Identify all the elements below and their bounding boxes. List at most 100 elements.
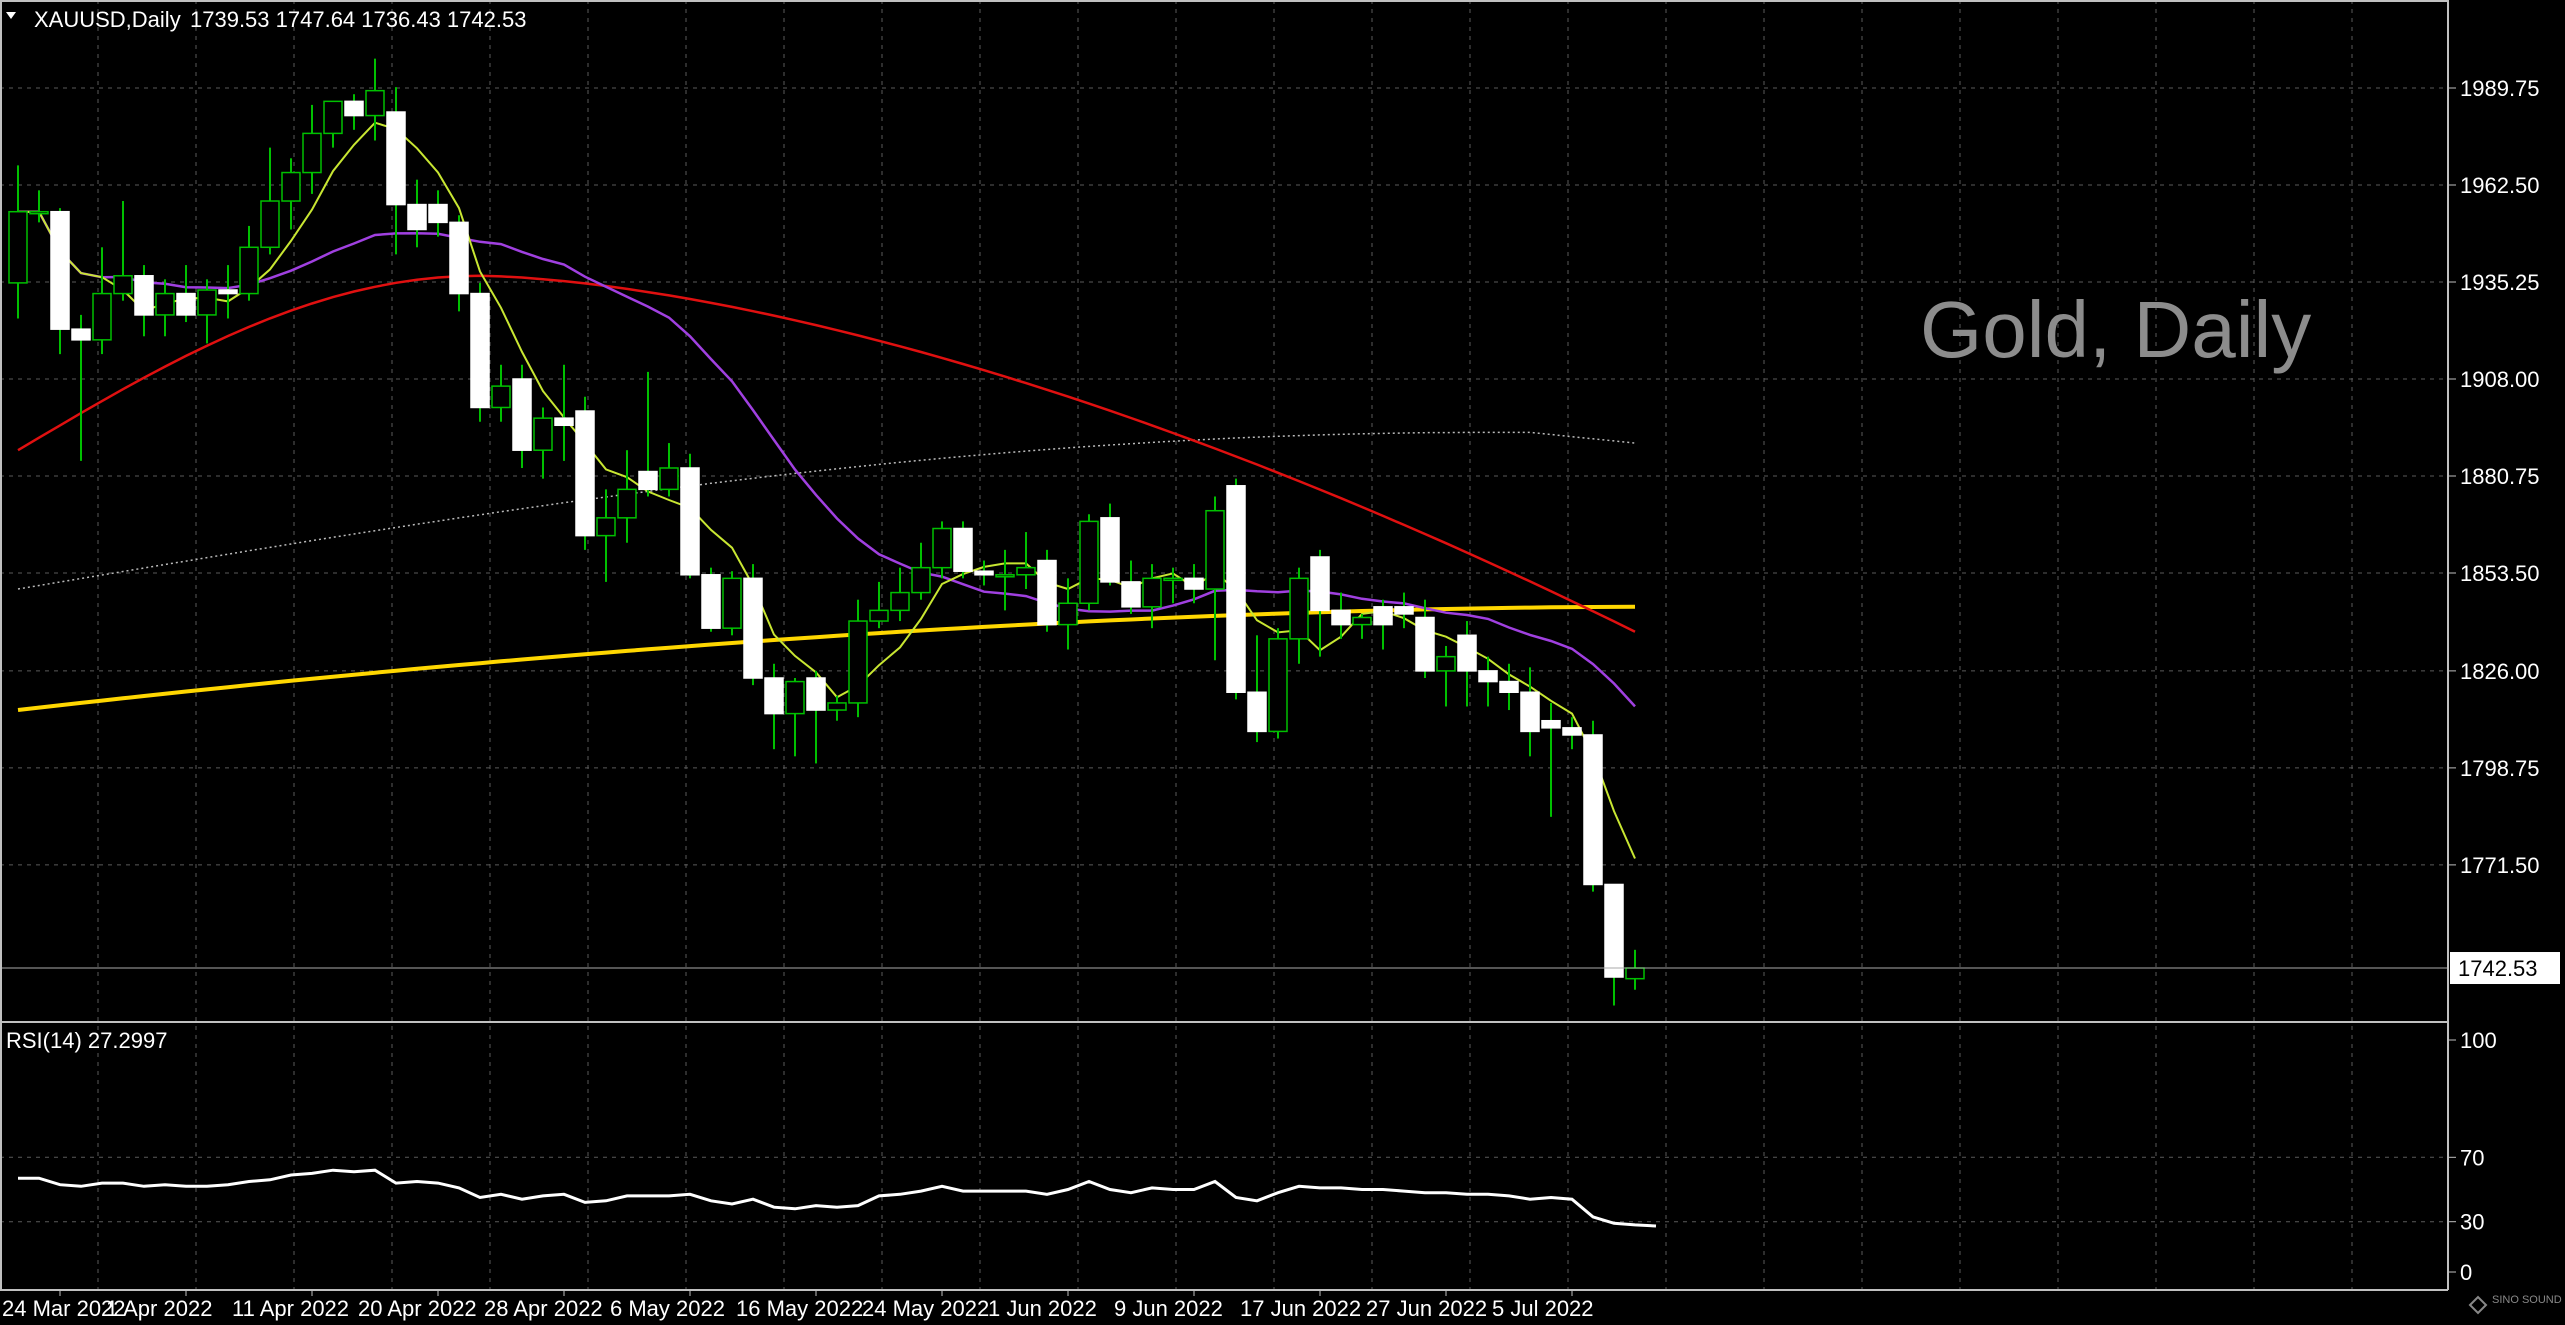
ma-fast-line	[18, 121, 1636, 859]
rsi-tick-label: 0	[2460, 1260, 2472, 1285]
candle-body	[1268, 638, 1288, 733]
candle-body	[197, 289, 217, 316]
header-symbol: XAUUSD,Daily	[34, 7, 181, 32]
candle-body	[1562, 727, 1582, 736]
candle-body	[827, 702, 847, 711]
candle-body	[575, 410, 595, 537]
candle-body	[848, 620, 868, 704]
candle-body	[1121, 581, 1141, 608]
candle-body	[239, 246, 259, 295]
candle-body	[785, 680, 805, 715]
candle-body	[806, 677, 826, 711]
moving-averages	[17, 121, 1636, 859]
header-ohlc: 1739.53 1747.64 1736.43 1742.53	[190, 7, 526, 32]
date-tick-label: 1 Jun 2022	[988, 1296, 1097, 1321]
candle-body	[596, 517, 616, 537]
rsi-tick-label: 30	[2460, 1210, 2484, 1235]
candle-body	[470, 292, 490, 409]
candles	[0, 58, 2448, 1006]
price-tick-label: 1826.00	[2460, 659, 2540, 684]
price-tick-label: 1771.50	[2460, 853, 2540, 878]
price-tick-label: 1935.25	[2460, 270, 2540, 295]
price-tick-label: 1908.00	[2460, 367, 2540, 392]
rsi-tick-label: 70	[2460, 1145, 2484, 1170]
current-price-box	[2450, 952, 2560, 985]
candle-body	[974, 570, 994, 576]
candle-body	[1583, 734, 1603, 886]
candle-body	[890, 591, 910, 612]
candle-body	[554, 417, 574, 427]
current-price-label: 1742.53	[2458, 956, 2538, 981]
candle-body	[1541, 719, 1561, 729]
candle-body	[1415, 616, 1435, 672]
price-tick-label: 1989.75	[2460, 76, 2540, 101]
sino-sound-logo: SINO SOUND	[2468, 1294, 2562, 1315]
date-tick-label: 28 Apr 2022	[484, 1296, 603, 1321]
candle-body	[1226, 485, 1246, 693]
candle-body	[155, 292, 175, 316]
candle-body	[1499, 680, 1519, 693]
date-tick-label: 9 Jun 2022	[1114, 1296, 1223, 1321]
candle-body	[365, 89, 385, 117]
candle-body	[1163, 577, 1183, 582]
ma-slow-line	[17, 274, 1636, 633]
candle-body	[1184, 577, 1204, 590]
candle-body	[1394, 606, 1414, 615]
candle-body	[911, 566, 931, 594]
candle-body	[1100, 517, 1120, 583]
price-tick-label: 1798.75	[2460, 756, 2540, 781]
grid	[0, 0, 2448, 1290]
candle-body	[533, 417, 553, 451]
candle-body	[176, 292, 196, 316]
price-tick-label: 1853.50	[2460, 561, 2540, 586]
axes: 1989.75 1962.50 1935.25 1908.00 1880.75 1853.…	[2, 76, 2560, 1321]
rsi-label: RSI(14) 27.2997	[6, 1028, 167, 1053]
candle-body	[386, 111, 406, 206]
candle-body	[29, 210, 49, 215]
logo-text: SINO SOUND	[2492, 1294, 2562, 1306]
date-tick-label: 20 Apr 2022	[358, 1296, 477, 1321]
date-tick-label: 11 Apr 2022	[232, 1296, 349, 1321]
candle-body	[260, 200, 280, 249]
candle-body	[659, 467, 679, 491]
candle-body	[491, 385, 511, 409]
candle-body	[743, 577, 763, 679]
rsi-panel	[18, 1168, 1657, 1228]
candle-body	[512, 378, 532, 451]
date-tick-label: 24 Mar 2022	[2, 1296, 126, 1321]
candle-body	[1457, 634, 1477, 672]
candle-body	[1625, 967, 1645, 980]
candle-body	[1016, 566, 1036, 576]
candle-body	[764, 677, 784, 715]
candle-body	[1436, 655, 1456, 672]
rsi-tick-label: 100	[2460, 1028, 2497, 1053]
date-tick-label: 1 Apr 2022	[106, 1296, 212, 1321]
date-tick-label: 17 Jun 2022	[1240, 1296, 1361, 1321]
date-tick-label: 6 May 2022	[610, 1296, 725, 1321]
candle-body	[1520, 691, 1540, 733]
candle-body	[71, 328, 91, 341]
candle-body	[1289, 577, 1309, 640]
candle-body	[617, 488, 637, 519]
candle-body	[302, 132, 322, 174]
price-tick-label: 1962.50	[2460, 173, 2540, 198]
candle-body	[1352, 616, 1372, 626]
rsi-line	[18, 1168, 1657, 1228]
candle-body	[281, 171, 301, 202]
header-dropdown-icon[interactable]	[6, 12, 16, 19]
candle-body	[953, 527, 973, 572]
ma-mid-line	[18, 210, 1636, 708]
candle-body	[50, 210, 70, 330]
candle-body	[1604, 883, 1624, 978]
ma-long-dotted-line	[17, 431, 1636, 590]
date-tick-label: 5 Jul 2022	[1492, 1296, 1594, 1321]
candle-body	[449, 221, 469, 295]
candle-body	[323, 100, 343, 135]
candle-body	[407, 203, 427, 231]
candle-body	[722, 577, 742, 629]
frame	[0, 0, 2449, 1291]
candle-body	[428, 203, 448, 224]
candle-body	[92, 292, 112, 341]
price-tick-label: 1880.75	[2460, 464, 2540, 489]
candle-body	[932, 527, 952, 569]
